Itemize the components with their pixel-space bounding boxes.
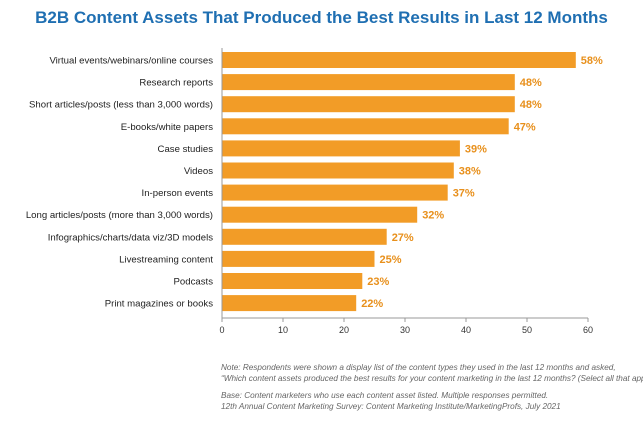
value-label: 39%: [465, 143, 487, 155]
base-line: Base: Content marketers who use each con…: [221, 391, 549, 400]
x-tick-label: 30: [400, 325, 410, 335]
value-label: 38%: [459, 166, 481, 178]
category-label: Case studies: [158, 144, 214, 155]
category-label: Research reports: [139, 78, 213, 89]
x-tick-label: 50: [522, 325, 532, 335]
chart-notes: Note: Respondents were shown a display l…: [221, 362, 643, 412]
value-label: 25%: [380, 254, 402, 266]
bar: [222, 295, 357, 312]
category-label: Videos: [184, 166, 213, 177]
category-label: Virtual events/webinars/online courses: [49, 56, 213, 67]
bar: [222, 206, 418, 223]
bar: [222, 96, 515, 113]
value-label: 27%: [392, 232, 414, 244]
source-line: 12th Annual Content Marketing Survey: Co…: [221, 402, 561, 411]
value-label: 58%: [581, 55, 603, 67]
bar: [222, 118, 509, 135]
bar: [222, 162, 454, 179]
bar: [222, 250, 375, 267]
category-label: Podcasts: [174, 277, 214, 288]
x-tick-label: 60: [583, 325, 593, 335]
bar: [222, 228, 387, 245]
value-label: 48%: [520, 77, 542, 89]
bar: [222, 74, 515, 91]
note-line-1: Note: Respondents were shown a display l…: [221, 363, 616, 372]
note-line-2: “Which content assets produced the best …: [221, 374, 643, 383]
value-label: 37%: [453, 188, 475, 200]
category-label: Livestreaming content: [119, 254, 213, 265]
category-label: Long articles/posts (more than 3,000 wor…: [26, 210, 213, 221]
bar: [222, 273, 363, 289]
x-tick-label: 0: [219, 325, 224, 335]
x-tick-label: 10: [278, 325, 288, 335]
value-label: 47%: [514, 121, 536, 133]
value-label: 48%: [520, 99, 542, 111]
category-label: Short articles/posts (less than 3,000 wo…: [29, 100, 213, 111]
bar: [222, 52, 576, 68]
x-tick-label: 20: [339, 325, 349, 335]
category-label: In-person events: [142, 188, 214, 199]
x-tick-label: 40: [461, 325, 471, 335]
value-label: 22%: [361, 298, 383, 310]
bar: [222, 184, 448, 201]
category-label: Print magazines or books: [105, 299, 213, 310]
value-label: 23%: [367, 276, 389, 288]
category-label: Infographics/charts/data viz/3D models: [48, 232, 214, 243]
category-label: E-books/white papers: [121, 122, 213, 133]
chart-title: B2B Content Assets That Produced the Bes…: [35, 8, 608, 27]
value-label: 32%: [422, 210, 444, 222]
bar: [222, 140, 460, 157]
